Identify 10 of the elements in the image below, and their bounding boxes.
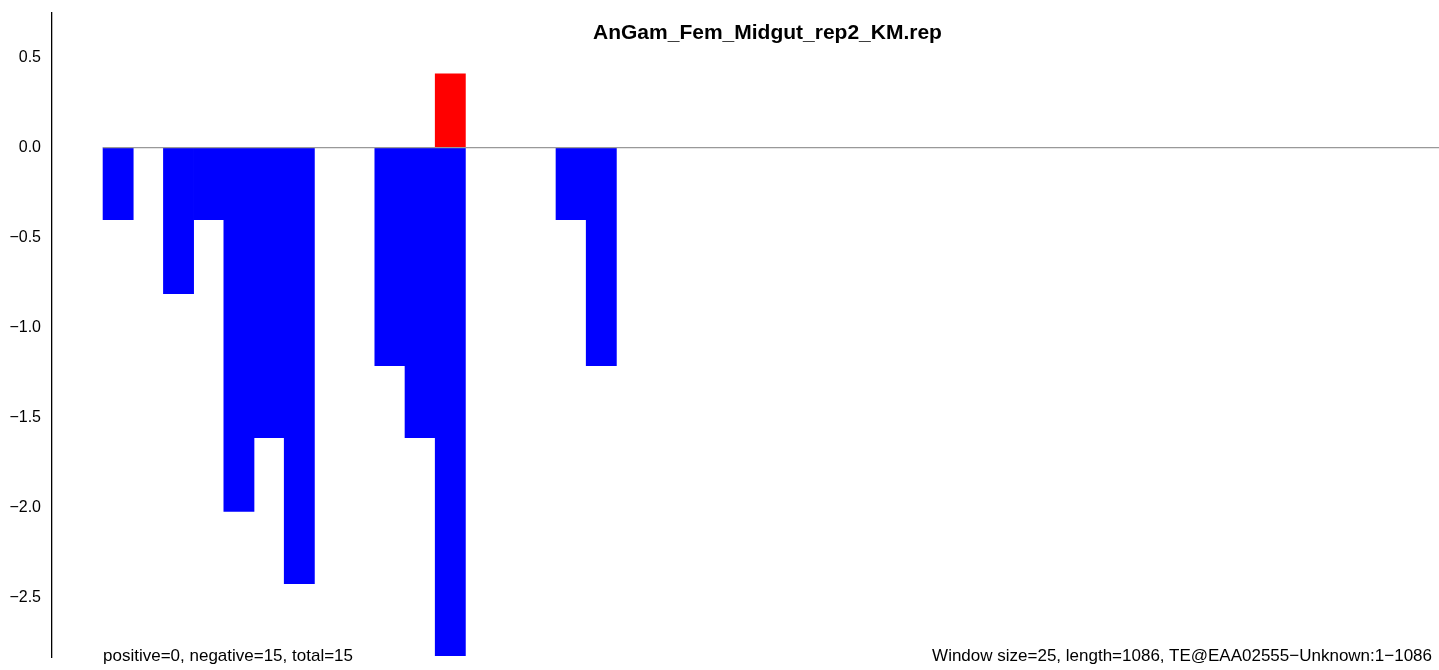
y-tick-label: −2.0 (9, 498, 42, 516)
y-tick-label: −1.5 (9, 408, 42, 426)
chart-title: AnGam_Fem_Midgut_rep2_KM.rep (592, 20, 943, 44)
y-tick-label: −0.5 (9, 228, 42, 246)
y-tick-label: 0.0 (18, 138, 42, 156)
annotation: positive=0, negative=15, total=15 (103, 646, 353, 666)
y-tick-label: −2.5 (9, 588, 42, 606)
y-tick-label: 0.5 (18, 48, 42, 66)
annotation: Window size=25, length=1086, TE@EAA02555−Unknown:1−1086 (932, 646, 1432, 666)
y-tick-label: −1.0 (9, 318, 42, 336)
